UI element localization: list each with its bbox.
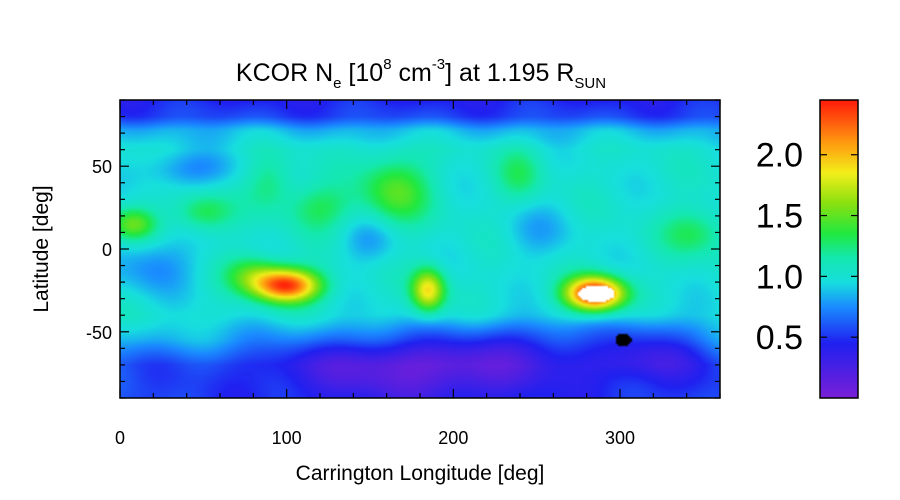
- density-heatmap: [120, 100, 720, 398]
- chart-title: KCOR Ne [108 cm-3] at 1.195 RSUN: [236, 56, 606, 92]
- x-axis-ticks: 0 100 200 300: [115, 100, 721, 448]
- colorbar-gradient: [820, 100, 858, 398]
- x-tick-label: 300: [605, 428, 635, 448]
- title-exp: 8: [383, 56, 391, 73]
- colorbar-tick-label: 1.5: [756, 198, 803, 236]
- y-tick-label: -50: [86, 323, 112, 343]
- title-unit: cm: [392, 59, 432, 87]
- x-tick-label: 100: [272, 428, 302, 448]
- title-mid: [10: [341, 59, 383, 87]
- x-tick-label: 0: [115, 428, 125, 448]
- plot-area: 0 100 200 300 50 0 -50: [86, 99, 721, 448]
- y-tick-label: 0: [102, 240, 112, 260]
- title-sub-e: e: [333, 75, 341, 92]
- x-tick-label: 200: [438, 428, 468, 448]
- colorbar-tick-label: 1.0: [756, 258, 803, 296]
- title-unit-exp: -3: [432, 56, 445, 73]
- y-tick-label: 50: [92, 157, 112, 177]
- colorbar-ticks: 2.0 1.5 1.0 0.5: [756, 137, 858, 357]
- colorbar-tick-label: 2.0: [756, 137, 803, 175]
- title-tail: ] at 1.195 R: [445, 59, 574, 87]
- x-axis-label: Carrington Longitude [deg]: [296, 462, 545, 485]
- colorbar: 2.0 1.5 1.0 0.5: [756, 99, 859, 399]
- y-axis-label: Latitude [deg]: [30, 185, 53, 312]
- title-prefix: KCOR N: [236, 59, 333, 87]
- title-sub-sun: SUN: [574, 75, 606, 92]
- colorbar-tick-label: 0.5: [756, 319, 803, 357]
- colorbar-frame: [819, 99, 859, 399]
- y-axis-ticks: 50 0 -50: [86, 99, 720, 399]
